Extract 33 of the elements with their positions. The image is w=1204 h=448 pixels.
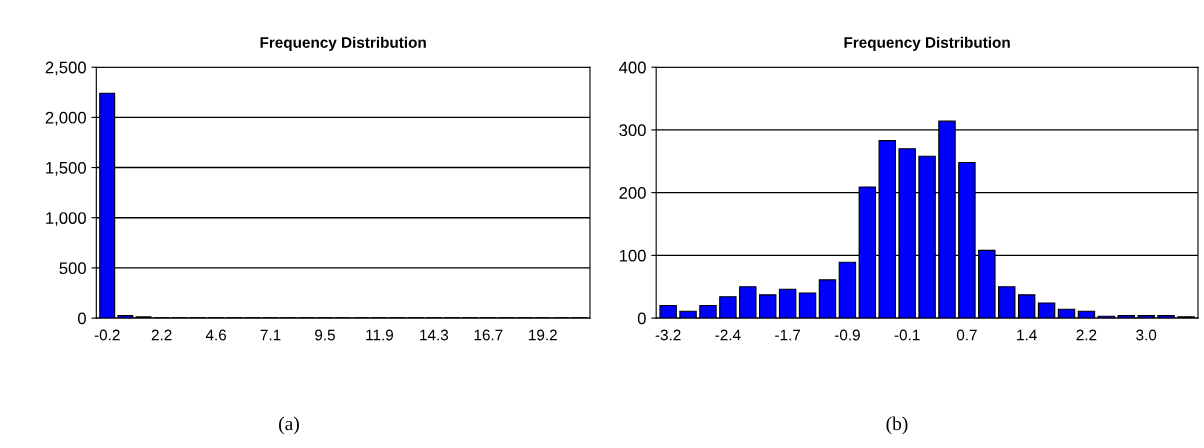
- y-tick-label: 1,500: [46, 161, 86, 176]
- x-tick-label: 1.4: [1017, 329, 1037, 341]
- x-tick-label: 14.3: [420, 329, 449, 341]
- chart-title: Frequency Distribution: [844, 36, 1010, 51]
- x-tick-label: 19.2: [529, 329, 557, 341]
- text: (b): [886, 416, 908, 435]
- y-tick-label: 0: [637, 312, 646, 325]
- x-tick-label: -0.2: [94, 329, 120, 341]
- y-tick-label: 100: [619, 249, 646, 262]
- x-tick-label: 2.2: [151, 329, 172, 341]
- x-tick-label: 11.9: [366, 329, 394, 341]
- y-tick-label: 400: [619, 61, 646, 74]
- x-tick-label: 4.6: [205, 329, 227, 341]
- y-tick-label: 200: [619, 187, 646, 199]
- chart-title: Frequency Distribution: [260, 36, 426, 51]
- y-tick-label: 2,500: [45, 61, 86, 76]
- x-tick-label: -1.7: [775, 329, 801, 341]
- y-tick-label: 0: [77, 312, 86, 325]
- x-tick-label: -3.2: [655, 329, 681, 341]
- y-tick-label: 500: [59, 262, 86, 275]
- x-tick-label: -0.9: [834, 329, 860, 341]
- y-tick-label: 2,000: [45, 111, 86, 126]
- y-tick-label: 1,000: [46, 212, 86, 226]
- x-tick-label: 0.7: [956, 329, 977, 341]
- y-tick-label: 300: [619, 124, 646, 137]
- x-tick-label: 3.0: [1136, 329, 1157, 341]
- text: (a): [279, 416, 299, 435]
- x-tick-label: 16.7: [474, 329, 503, 341]
- x-tick-label: -2.4: [715, 329, 741, 341]
- x-tick-label: -0.1: [894, 329, 920, 341]
- x-tick-label: 2.2: [1076, 329, 1097, 341]
- x-tick-label: 7.1: [260, 329, 281, 341]
- x-tick-label: 9.5: [315, 329, 335, 341]
